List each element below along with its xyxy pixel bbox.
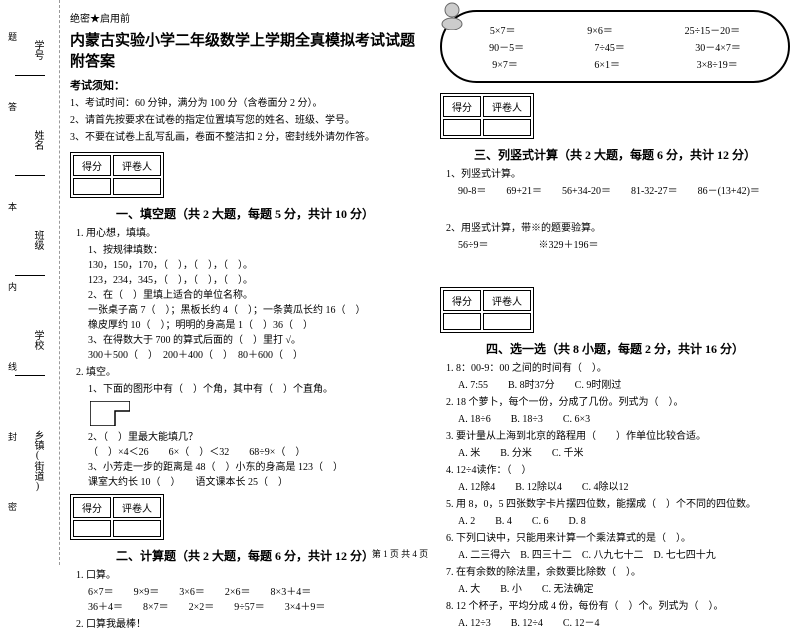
grader-label: 评卷人 — [113, 155, 161, 176]
calc: 6×1＝ — [594, 56, 620, 71]
s4q8: 8. 12 个杯子，平均分成 4 份，每份有（ ）个。列式为（ ）。 — [446, 599, 790, 614]
calc: 5×7＝ — [490, 22, 516, 37]
q2c: （ ）×4＜26 6×（ ）＜32 68÷9×（ ） — [88, 445, 420, 460]
score-box-3: 得分 评卷人 — [440, 93, 534, 139]
q2: 2. 填空。 — [76, 365, 420, 380]
q2d: 3、小芳走一步的距离是 48（ ）小东的身高是 123（ ） — [88, 460, 420, 475]
bubble-row-3: 9×7＝ 6×1＝ 3×8÷19＝ — [454, 56, 776, 71]
q2b: 2、（ ）里最大能填几？ — [88, 430, 420, 445]
q2e: 课室大约长 10（ ） 语文课本长 25（ ） — [88, 475, 420, 490]
calc: 9×7＝ — [492, 56, 518, 71]
s4q8o: A. 12÷3 B. 12÷4 C. 12－4 — [458, 616, 790, 631]
s4q2: 2. 18 个萝卜，每个一份，分成了几份。列式为（ ）。 — [446, 395, 790, 410]
seal-mark: 内 — [8, 280, 17, 293]
flag-shape — [90, 401, 130, 426]
s2q1: 1. 口算。 — [76, 568, 420, 583]
main-content: 绝密★启用前 内蒙古实验小学二年级数学上学期全真模拟考试试题 附答案 考试须知：… — [70, 10, 790, 634]
score-box-2: 得分 评卷人 — [70, 494, 164, 540]
s2r1: 6×7＝ 9×9＝ 3×6＝ 2×6＝ 8×3＋4＝ — [88, 585, 420, 600]
seal-mark: 封 — [8, 430, 17, 443]
q1c: 123，234，345，（ ），（ ），（ ）。 — [88, 273, 420, 288]
score-label: 得分 — [443, 290, 481, 311]
s4q4: 4. 12÷4读作：（ ） — [446, 463, 790, 478]
page-footer: 第 1 页 共 4 页 — [0, 547, 800, 560]
s3r1: 90-8＝ 69+21＝ 56+34-20＝ 81-32-27＝ 86－(13+… — [458, 184, 790, 199]
calc: 9×6＝ — [587, 22, 613, 37]
q1g: 3、在得数大于 700 的算式后面的（ ）里打 √。 — [88, 333, 420, 348]
s4q1o: A. 7:55 B. 8时37分 C. 9时刚过 — [458, 378, 790, 393]
seal-mark: 密 — [8, 500, 17, 513]
binding-sidebar: 学号 姓名 班级 学校 乡镇(街道) 题 答 本 内 线 封 密 — [0, 0, 60, 565]
q1: 1. 用心想，填填。 — [76, 226, 420, 241]
kid-icon — [437, 0, 467, 30]
score-box-4: 得分 评卷人 — [440, 287, 534, 333]
q1a: 1、按规律填数： — [88, 243, 420, 258]
s4q3o: A. 米 B. 分米 C. 千米 — [458, 446, 790, 461]
section-3-heading: 三、列竖式计算（共 2 大题，每题 6 分，共计 12 分） — [440, 146, 790, 163]
s2q2: 2. 口算我最棒！ — [76, 617, 420, 632]
grader-label: 评卷人 — [483, 290, 531, 311]
score-box: 得分 评卷人 — [70, 152, 164, 198]
sidebar-label-town: 乡镇(街道) — [30, 430, 45, 492]
seal-mark: 本 — [8, 200, 17, 213]
sidebar-label-class: 班级 — [30, 230, 45, 250]
seal-mark: 答 — [8, 100, 17, 113]
notice-1: 1、考试时间：60 分钟，满分为 100 分（含卷面分 2 分）。 — [70, 97, 420, 111]
s4q2o: A. 18÷6 B. 18÷3 C. 6×3 — [458, 412, 790, 427]
sidebar-line — [15, 75, 45, 76]
left-column: 绝密★启用前 内蒙古实验小学二年级数学上学期全真模拟考试试题 附答案 考试须知：… — [70, 10, 420, 634]
bubble-row-2: 90－5＝ 7÷45＝ 30－4×7＝ — [454, 39, 776, 54]
right-column: 5×7＝ 9×6＝ 25÷15－20＝ 90－5＝ 7÷45＝ 30－4×7＝ … — [440, 10, 790, 634]
s4q7: 7. 在有余数的除法里，余数要比除数（ ）。 — [446, 565, 790, 580]
s4q1: 1. 8：00-9：00 之间的时间有（ ）。 — [446, 361, 790, 376]
s3q1: 1、列竖式计算。 — [446, 167, 790, 182]
q2a: 1、下面的图形中有（ ）个角，其中有（ ）个直角。 — [88, 382, 420, 397]
s4q5o: A. 2 B. 4 C. 6 D. 8 — [458, 514, 790, 529]
q1h: 300＋500（ ） 200＋400（ ） 80＋600（ ） — [88, 348, 420, 363]
sidebar-line — [15, 175, 45, 176]
s3r2: 56÷9＝ ※329＋196＝ — [458, 238, 790, 253]
seal-mark: 线 — [8, 360, 17, 373]
sidebar-line — [15, 275, 45, 276]
notice-2: 2、请首先按要求在试卷的指定位置填写您的姓名、班级、学号。 — [70, 114, 420, 128]
calc: 3×8÷19＝ — [697, 56, 738, 71]
s4q3: 3. 要计量从上海到北京的路程用（ ）作单位比较合适。 — [446, 429, 790, 444]
calc-bubble: 5×7＝ 9×6＝ 25÷15－20＝ 90－5＝ 7÷45＝ 30－4×7＝ … — [440, 10, 790, 83]
sidebar-line — [15, 375, 45, 376]
bubble-row-1: 5×7＝ 9×6＝ 25÷15－20＝ — [454, 22, 776, 37]
s2r2: 36＋4＝ 8×7＝ 2×2＝ 9÷57＝ 3×4＋9＝ — [88, 600, 420, 615]
grader-label: 评卷人 — [113, 497, 161, 518]
s4q7o: A. 大 B. 小 C. 无法确定 — [458, 582, 790, 597]
q1e: 一张桌子高 7（ ）；黑板长约 4（ ）；一条黄瓜长约 16（ ） — [88, 303, 420, 318]
seal-mark: 题 — [8, 30, 17, 43]
s3q2: 2、用竖式计算，带※的题要验算。 — [446, 221, 790, 236]
section-1-heading: 一、填空题（共 2 大题，每题 5 分，共计 10 分） — [70, 205, 420, 222]
calc: 90－5＝ — [489, 39, 524, 54]
exam-title: 内蒙古实验小学二年级数学上学期全真模拟考试试题 附答案 — [70, 29, 420, 71]
notice-3: 3、不要在试卷上乱写乱画，卷面不整洁扣 2 分，密封线外请勿作答。 — [70, 131, 420, 145]
sidebar-label-name: 姓名 — [30, 130, 45, 150]
section-4-heading: 四、选一选（共 8 小题，每题 2 分，共计 16 分） — [440, 340, 790, 357]
sidebar-label-id: 学号 — [30, 40, 45, 60]
calc: 7÷45＝ — [594, 39, 625, 54]
calc: 30－4×7＝ — [695, 39, 741, 54]
sidebar-label-school: 学校 — [30, 330, 45, 350]
q1b: 130，150，170，（ ），（ ），（ ）。 — [88, 258, 420, 273]
grader-label: 评卷人 — [483, 96, 531, 117]
notice-heading: 考试须知： — [70, 77, 420, 93]
score-label: 得分 — [73, 497, 111, 518]
score-label: 得分 — [443, 96, 481, 117]
calc: 25÷15－20＝ — [685, 22, 741, 37]
secret-label: 绝密★启用前 — [70, 10, 420, 25]
s4q4o: A. 12除4 B. 12除以4 C. 4除以12 — [458, 480, 790, 495]
score-label: 得分 — [73, 155, 111, 176]
q1d: 2、在（ ）里填上适合的单位名称。 — [88, 288, 420, 303]
s4q5: 5. 用 8，0，5 四张数字卡片摆四位数，能摆成（ ）个不同的四位数。 — [446, 497, 790, 512]
s4q6: 6. 下列口诀中，只能用来计算一个乘法算式的是（ ）。 — [446, 531, 790, 546]
q1f: 橡皮厚约 10（ ）；明明的身高是 1（ ）36（ ） — [88, 318, 420, 333]
